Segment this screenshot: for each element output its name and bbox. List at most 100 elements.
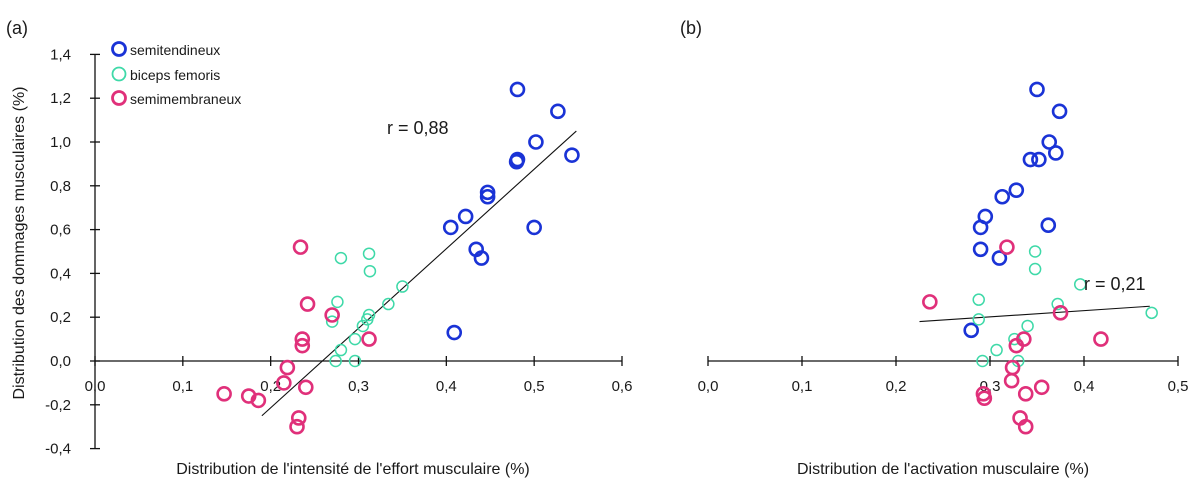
data-point-biceps-femoris <box>348 332 362 346</box>
data-point-semimembraneux <box>299 296 316 312</box>
panel-b-label: (b) <box>680 18 702 38</box>
panel-b-points <box>922 81 1158 435</box>
panel-a-regression-line <box>261 130 577 417</box>
data-point-biceps-femoris <box>1028 245 1042 258</box>
data-point-semitendineux <box>963 322 980 339</box>
legend-marker-biceps-femoris <box>111 66 127 82</box>
legend-marker-semimembraneux <box>111 90 127 106</box>
data-point-semimembraneux <box>1004 359 1021 376</box>
data-point-semimembraneux <box>1033 379 1050 396</box>
panel-a-tick-labels: 0,0 0,1 0,2 0,3 0,4 0,5 0,6 -0,4 -0,2 0,0 0,2 0,4 0,… <box>45 46 632 457</box>
data-point-semitendineux <box>972 241 989 258</box>
panel-a-y-tick-label: 0,8 <box>50 178 71 195</box>
panel-a-y-tick-label: 1,0 <box>50 134 71 151</box>
panel-b: (b) 0,0 0,1 0,2 0,3 0,4 0,5 r = 0,21 Distribu… <box>680 18 1188 478</box>
panel-b-trendline <box>919 305 1150 323</box>
data-point-biceps-femoris <box>382 297 395 311</box>
data-point-semimembraneux <box>294 331 311 347</box>
data-point-semimembraneux <box>1003 372 1020 389</box>
legend-marker-semitendineux <box>111 41 127 57</box>
data-point-semimembraneux <box>324 307 340 323</box>
panel-a-y-tick-label: 1,4 <box>50 46 71 63</box>
panel-b-x-tick-label: 0,1 <box>792 378 813 395</box>
panel-b-x-tick-label: 0,4 <box>1074 378 1095 395</box>
data-point-biceps-femoris <box>1145 306 1158 320</box>
panel-a-correlation-annotation: r = 0,88 <box>387 118 449 138</box>
panel-a: (a) 0,0 0,1 0,2 0,3 0,4 0,5 0,6-0,4-0,20,00,20… <box>6 18 632 478</box>
panel-a-points <box>216 81 580 435</box>
data-point-biceps-femoris <box>363 264 377 278</box>
data-point-semitendineux <box>442 219 459 236</box>
data-point-semimembraneux <box>1093 331 1109 347</box>
data-point-semitendineux <box>526 219 542 236</box>
data-point-semitendineux <box>977 208 994 225</box>
legend-label-semimembraneux: semimembraneux <box>130 91 241 107</box>
data-point-biceps-femoris <box>1021 319 1034 333</box>
data-point-semitendineux <box>550 103 566 120</box>
data-point-semimembraneux <box>294 337 311 354</box>
panel-a-x-tick-label: 0,2 <box>260 378 281 395</box>
data-point-biceps-femoris <box>990 343 1003 357</box>
panel-a-x-tick-label: 0,1 <box>172 378 193 395</box>
data-point-semitendineux <box>528 134 544 150</box>
data-point-semimembraneux <box>279 359 296 376</box>
data-point-semimembraneux <box>922 294 938 310</box>
data-point-semimembraneux <box>1017 386 1034 402</box>
data-point-biceps-femoris <box>325 315 339 328</box>
data-point-semitendineux <box>473 250 490 266</box>
data-point-semimembraneux <box>216 386 232 402</box>
panel-a-y-tick-label: 0,6 <box>50 222 71 239</box>
data-point-semimembraneux <box>290 410 307 426</box>
data-point-semitendineux <box>479 184 496 201</box>
panel-a-x-tick-label: 0,6 <box>612 378 633 395</box>
data-point-semimembraneux <box>976 390 993 407</box>
panel-b-x-tick-label: 0,5 <box>1168 378 1189 395</box>
panel-a-x-tick-label: 0,0 <box>85 378 106 395</box>
data-point-semitendineux <box>509 151 526 168</box>
panel-a-label: (a) <box>6 18 28 38</box>
data-point-biceps-femoris <box>329 354 342 368</box>
data-point-semitendineux <box>457 208 474 225</box>
data-point-semimembraneux <box>1052 305 1069 321</box>
data-point-biceps-femoris <box>972 313 985 326</box>
data-point-semitendineux <box>1031 151 1047 168</box>
data-point-biceps-femoris <box>331 295 344 309</box>
data-point-semitendineux <box>1048 145 1064 161</box>
data-point-semimembraneux <box>999 239 1015 255</box>
data-point-semitendineux <box>1029 81 1045 98</box>
data-point-semitendineux <box>1051 103 1068 120</box>
panel-a-y-tick-label: 0,2 <box>50 309 71 326</box>
data-point-semitendineux <box>1008 182 1025 198</box>
panel-b-tick-labels: 0,0 0,1 0,2 0,3 0,4 0,5 <box>698 378 1189 395</box>
data-point-biceps-femoris <box>396 280 409 293</box>
data-point-semitendineux <box>564 147 580 163</box>
data-point-biceps-femoris <box>1051 297 1064 311</box>
data-point-biceps-femoris <box>976 354 989 368</box>
data-point-semimembraneux <box>361 331 377 347</box>
panel-a-y-axis-label: Distribution des dommages musculaires (%… <box>11 87 28 400</box>
data-point-semitendineux <box>479 188 496 205</box>
panel-a-y-tick-label: -0,2 <box>45 397 71 414</box>
panel-a-x-tick-label: 0,5 <box>524 378 545 395</box>
panel-b-x-axis-label: Distribution de l'activation musculaire … <box>797 461 1089 478</box>
panel-a-x-tick-label: 0,4 <box>436 378 457 395</box>
data-point-biceps-femoris <box>362 308 376 322</box>
panel-a-x-axis-label: Distribution de l'intensité de l'effort … <box>176 461 530 478</box>
legend: semitendineux biceps femoris semimembran… <box>111 41 241 107</box>
data-point-biceps-femoris <box>334 251 348 265</box>
data-point-semimembraneux <box>1017 418 1034 435</box>
data-point-semitendineux <box>1040 217 1057 234</box>
panel-a-trendline <box>261 130 577 417</box>
data-point-biceps-femoris <box>1028 262 1042 276</box>
panel-a-y-tick-label: -0,4 <box>45 441 71 458</box>
data-point-semimembraneux <box>289 418 305 435</box>
data-point-semitendineux <box>994 188 1011 205</box>
data-point-biceps-femoris <box>334 343 348 357</box>
legend-label-semitendineux: semitendineux <box>130 42 220 58</box>
panel-a-x-tick-label: 0,3 <box>348 378 369 395</box>
data-point-semitendineux <box>446 324 463 341</box>
data-point-semitendineux <box>1022 151 1039 168</box>
data-point-biceps-femoris <box>356 319 370 333</box>
data-point-semimembraneux <box>292 239 309 255</box>
